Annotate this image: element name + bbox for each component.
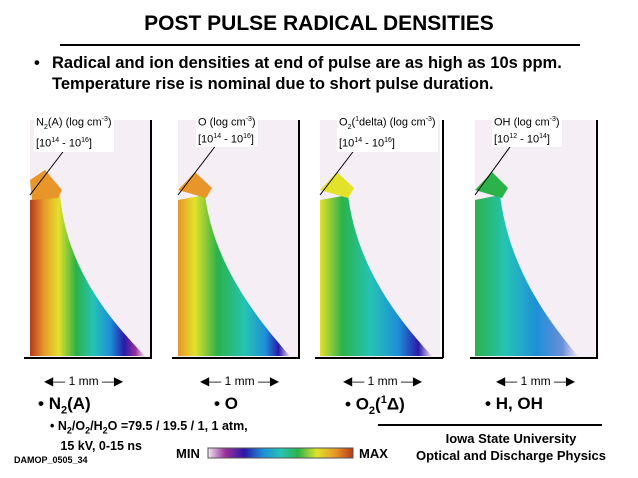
panel-label-oh: OH (log cm-3) [1012 - 1014] <box>492 112 562 148</box>
title-divider <box>60 44 580 46</box>
bullet-line-1: Radical and ion densities at end of puls… <box>52 54 562 72</box>
panel-label-o: O (log cm-3) [1014 - 1016] <box>196 112 258 148</box>
affiliation-divider <box>378 424 602 426</box>
axis-right-edge <box>150 120 152 358</box>
scale-bar: ◀— 1 mm —▶ <box>200 374 280 388</box>
axis-right-edge <box>298 120 300 358</box>
scale-bar: ◀— 1 mm —▶ <box>44 374 124 388</box>
bullet-line-2: Temperature rise is nominal due to short… <box>52 75 494 93</box>
page-title: POST PULSE RADICAL DENSITIES <box>144 12 494 35</box>
axis-baseline <box>470 357 598 359</box>
axis-baseline <box>315 357 443 359</box>
colorbar-max-label: MAX <box>359 446 388 461</box>
affiliation: Iowa State University Optical and Discha… <box>396 430 626 464</box>
panel-label-o2-delta: O2(1delta) (log cm-3) [1014 - 1016] <box>337 112 438 152</box>
panel-oh-plot <box>474 120 595 358</box>
scale-bar: ◀— 1 mm —▶ <box>496 374 576 388</box>
bullet-dot: • <box>34 54 40 72</box>
slide-code: DAMOP_0505_34 <box>14 455 88 465</box>
panel-label-n2a: N2(A) (log cm-3) [1014 - 1016] <box>34 112 114 152</box>
species-label-o: • O <box>214 394 238 413</box>
panel-o2-delta-plot <box>319 120 440 358</box>
panel-o-plot <box>177 120 298 358</box>
colorbar-min-label: MIN <box>176 446 200 461</box>
axis-baseline <box>24 357 152 359</box>
conditions-note: • N2/O2/H2O =79.5 / 19.5 / 1, 1 atm, 15 … <box>50 419 248 453</box>
affiliation-line-1: Iowa State University <box>445 431 577 446</box>
species-label-n2a: • N2(A) <box>38 394 91 417</box>
axis-right-edge <box>596 120 598 358</box>
axis-baseline <box>172 357 300 359</box>
axis-right-edge <box>442 120 444 358</box>
species-label-oh: • H, OH <box>485 394 543 413</box>
species-label-o2-delta: • O2(1Δ) <box>345 394 405 418</box>
scale-bar: ◀— 1 mm —▶ <box>343 374 423 388</box>
colorbar <box>207 447 354 459</box>
affiliation-line-2: Optical and Discharge Physics <box>415 448 607 463</box>
panel-n2a-plot <box>29 120 150 358</box>
